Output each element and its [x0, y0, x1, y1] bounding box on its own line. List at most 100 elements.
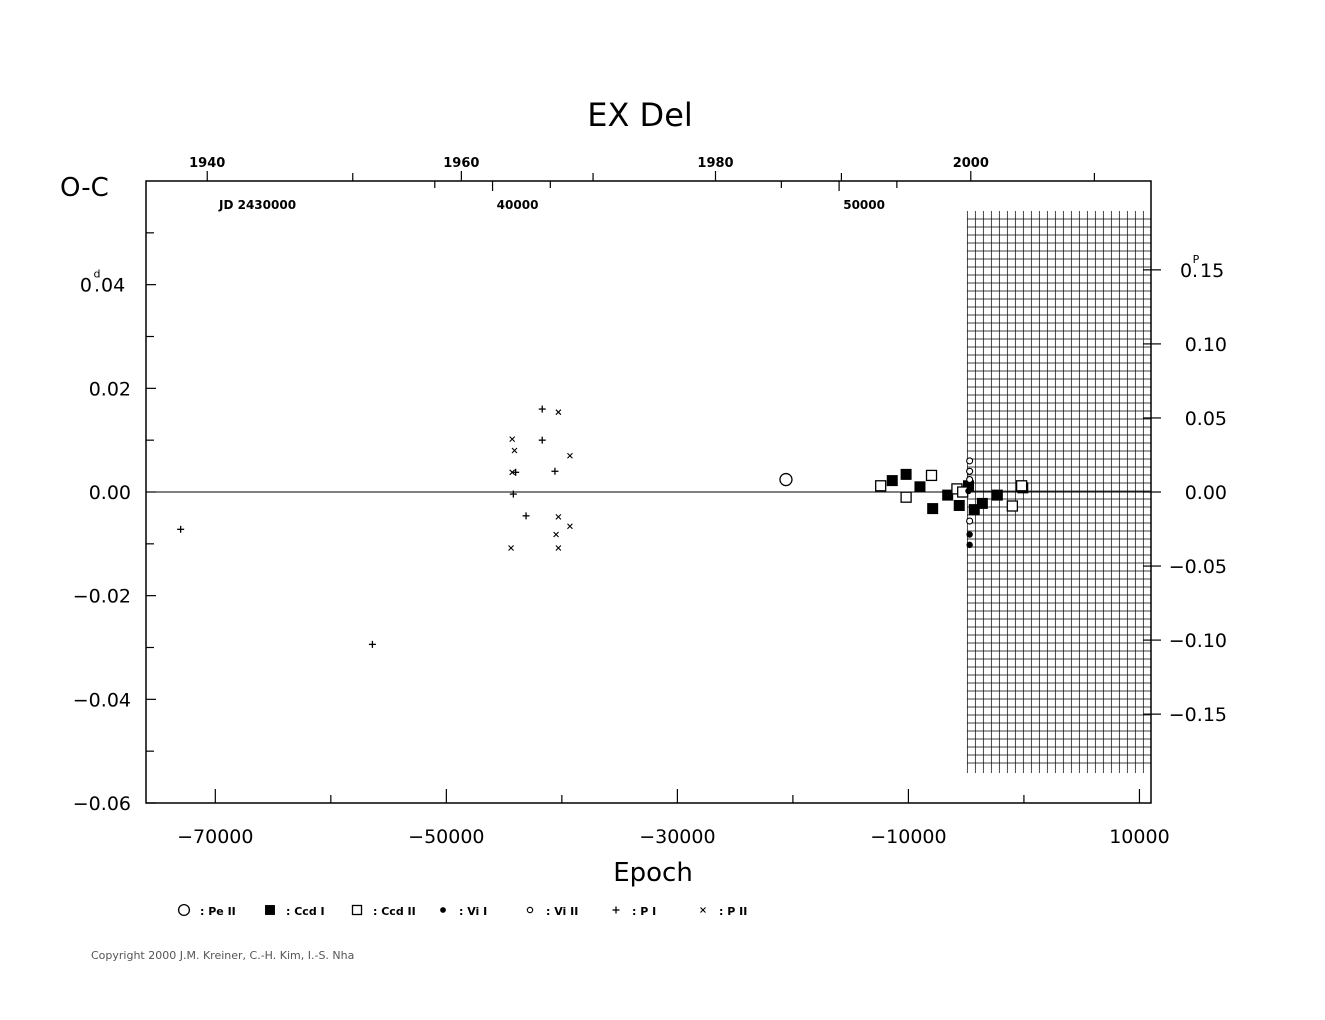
cross-b [511, 447, 518, 454]
legend-symbol-filled-square [265, 905, 275, 915]
right-tick-label: 0 [1180, 260, 1192, 282]
right-tick-label: 0.00 [1185, 482, 1227, 504]
y-unit-label: d [94, 268, 101, 281]
legend-label: : Vi II [546, 905, 578, 918]
data-point-open-dot [966, 467, 974, 475]
data-point-open-dot [966, 476, 974, 484]
legend-symbol-open-square [351, 904, 363, 916]
copyright-notice: Copyright 2000 J.M. Kreiner, C.-H. Kim, … [91, 949, 355, 962]
cross-b [555, 513, 562, 520]
cross-b [508, 545, 514, 551]
data-point-filled-square [942, 489, 954, 501]
jd-label: 40000 [497, 198, 539, 212]
data-point-plus [551, 467, 559, 475]
legend-symbol-plus [612, 906, 620, 914]
x-tick-label: −50000 [408, 826, 484, 848]
cross-b [509, 469, 516, 476]
data-point-filled-square [927, 503, 939, 515]
jd-base-label: JD 2430000 [218, 198, 296, 212]
data-points [177, 405, 1029, 648]
data-point-plus [512, 468, 520, 476]
x-tick-label: −70000 [177, 826, 253, 848]
y-tick-label: . [94, 275, 100, 297]
legend-label: : Pe II [200, 905, 236, 918]
y-tick-label: −0.06 [73, 793, 131, 815]
y-axis-label: O-C [60, 173, 109, 203]
year-label: 1960 [443, 156, 479, 171]
data-point-open-square [875, 480, 887, 492]
legend-label: : P I [632, 905, 656, 918]
data-point-plus [368, 640, 376, 648]
y-tick-label: 0.02 [89, 378, 131, 400]
data-point-open-square [1015, 480, 1028, 492]
y-tick-label: 0 [80, 275, 92, 297]
y-tick-label: −0.02 [73, 586, 131, 608]
legend-label: : Vi I [459, 905, 487, 918]
data-point-cross [567, 452, 573, 459]
data-point-filled-square [962, 480, 974, 492]
right-tick-label: 0.05 [1185, 408, 1227, 430]
data-point-filled-square [886, 475, 898, 487]
data-point-plus [177, 525, 185, 533]
cross-b [555, 409, 562, 416]
year-label: 2000 [953, 156, 989, 171]
data-point-cross [511, 447, 518, 454]
cross-b [553, 531, 559, 538]
data-point-filled-square [991, 489, 1003, 501]
data-point-cross [567, 523, 573, 530]
cross-b [509, 436, 516, 443]
y-tick-label: −0.04 [73, 689, 131, 711]
data-point-plus [538, 436, 546, 444]
chart-title: EX Del [587, 96, 693, 134]
data-point-filled-dot [966, 541, 973, 549]
data-point-filled-square [976, 497, 988, 509]
cross-b [700, 907, 706, 913]
legend-label: : P II [719, 905, 747, 918]
data-point-plus [538, 405, 546, 413]
data-point-filled-dot [965, 487, 972, 495]
jd-label: 50000 [843, 198, 885, 212]
x-tick-label: −30000 [639, 826, 715, 848]
data-point-open-square [900, 491, 912, 503]
data-point-open-square [925, 469, 938, 482]
right-unit-label: P [1193, 253, 1200, 266]
data-point-open-square [1006, 500, 1019, 512]
data-point-cross [509, 436, 516, 443]
legend: : Pe II : Ccd I : Ccd II : Vi I : Vi II : P I… [177, 903, 747, 918]
cross-b [555, 545, 562, 551]
y-tick-label: 04 [101, 275, 125, 297]
cross-b [567, 452, 573, 459]
year-label: 1940 [189, 156, 225, 171]
data-point-open-dot [966, 517, 974, 525]
data-point-open-circle [779, 472, 793, 487]
year-label: 1980 [697, 156, 733, 171]
data-point-filled-dot [966, 531, 973, 538]
data-point-filled-square [914, 481, 926, 493]
data-point-cross [555, 513, 562, 520]
right-tick-label: . [1192, 260, 1198, 282]
data-point-cross [553, 531, 559, 538]
data-point-cross [555, 409, 562, 416]
axes: −70000 −50000 −30000 −10000 10000 −0.06 −0.04 −… [73, 156, 1227, 848]
data-point-cross [509, 469, 516, 476]
legend-symbol-cross [700, 907, 706, 913]
data-point-cross [508, 545, 514, 551]
right-tick-label: −0.10 [1169, 630, 1227, 652]
data-point-open-dot [966, 457, 974, 465]
data-point-plus [522, 512, 530, 520]
legend-label: : Ccd II [373, 905, 416, 918]
right-tick-label: 0.10 [1185, 334, 1227, 356]
x-tick-label: 10000 [1109, 826, 1169, 848]
right-tick-label: −0.15 [1169, 704, 1227, 726]
right-tick-label: 15 [1200, 260, 1224, 282]
data-point-plus [509, 490, 517, 498]
data-point-filled-square [953, 499, 965, 511]
x-axis-label: Epoch [613, 858, 693, 888]
legend-label: : Ccd I [286, 905, 325, 918]
data-point-filled-square [968, 504, 980, 516]
legend-symbol-filled-dot [440, 907, 446, 913]
legend-symbol-open-circle [177, 903, 191, 917]
right-tick-label: −0.05 [1169, 556, 1227, 578]
legend-symbol-open-dot [526, 906, 534, 914]
